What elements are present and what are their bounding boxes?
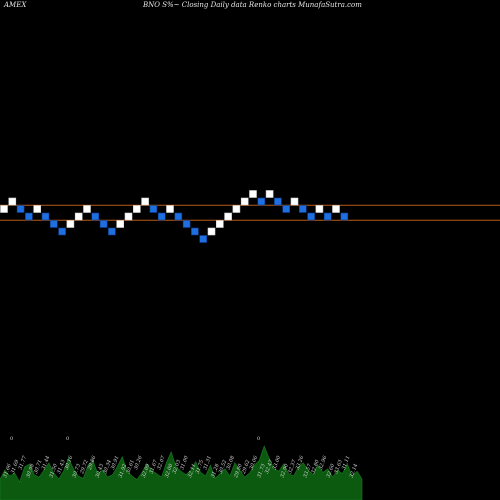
x-tick-label: 31.66 xyxy=(2,462,13,478)
volume-marker-label: 0 xyxy=(257,436,260,442)
x-tick-label: 32.09 xyxy=(141,462,152,478)
x-tick-label: 32.96 xyxy=(318,454,329,470)
x-tick-label: 33.00 xyxy=(272,454,283,470)
x-tick-label: 32.07 xyxy=(156,454,167,470)
renko-brick-down xyxy=(58,227,66,236)
x-tick-label: 31.43 xyxy=(56,459,67,475)
renko-brick-up xyxy=(0,205,8,213)
x-tick-label: 32.37 xyxy=(287,458,298,474)
volume-area xyxy=(0,445,363,500)
renko-brick-up xyxy=(332,205,340,213)
renko-brick-down xyxy=(257,197,266,206)
renko-brick-down xyxy=(199,235,207,243)
x-tick-label: 32.60 xyxy=(326,462,337,478)
renko-brick-up xyxy=(216,220,224,228)
x-tick-label: 31.67 xyxy=(149,458,160,474)
renko-brick-down xyxy=(323,212,332,221)
chart-caption: BNO S%~ Closing Daily data Renko charts … xyxy=(143,1,362,9)
x-tick-label: 33.63 xyxy=(333,459,344,475)
renko-brick-down xyxy=(191,227,199,236)
renko-brick-up xyxy=(207,227,216,236)
renko-brick-down xyxy=(282,205,291,213)
renko-brick-up xyxy=(249,190,257,198)
renko-brick-up xyxy=(166,205,174,213)
x-tick-label: 30.06 xyxy=(249,454,260,470)
renko-brick-up xyxy=(33,205,42,213)
renko-brick-up xyxy=(83,205,91,213)
renko-brick-up xyxy=(66,220,75,228)
renko-brick-down xyxy=(108,227,116,236)
x-tick-label: 31.31 xyxy=(202,455,213,471)
x-tick-label: 29.80 xyxy=(233,462,244,479)
x-tick-label: 30.52 xyxy=(218,459,229,475)
x-tick-label: 31.00 xyxy=(179,454,190,470)
renko-brick-up xyxy=(232,205,241,213)
exchange-label: AMEX xyxy=(4,1,27,9)
x-tick-label: 29.72 xyxy=(79,459,90,475)
renko-brick-down xyxy=(182,220,191,228)
renko-brick-up xyxy=(133,205,141,213)
x-tick-label: 32.03 xyxy=(172,459,183,475)
x-tick-label: 31.77 xyxy=(18,454,29,470)
renko-brick-down xyxy=(49,220,58,228)
x-tick-label: 30.61 xyxy=(125,459,136,475)
x-tick-label: 30.91 xyxy=(110,455,121,471)
renko-brick-up xyxy=(224,212,232,221)
renko-brick-up xyxy=(116,220,124,228)
renko-brick-down xyxy=(41,212,50,221)
x-tick-label: 30.08 xyxy=(226,455,237,471)
renko-brick-down xyxy=(25,212,33,221)
x-tick-label: 30.73 xyxy=(72,463,83,479)
volume-marker-label: 0 xyxy=(66,436,69,442)
x-tick-label: 32.14 xyxy=(349,463,360,479)
renko-brick-down xyxy=(157,212,166,221)
x-tick-label: 31.73 xyxy=(256,463,267,479)
x-tick-label: 32.80 xyxy=(310,458,321,474)
x-tick-label: 32.11 xyxy=(187,463,198,479)
x-tick-label: 33.26 xyxy=(295,454,306,470)
renko-brick-up xyxy=(141,197,149,206)
renko-brick-up xyxy=(265,190,274,198)
renko-brick-up xyxy=(74,212,83,221)
renko-brick-down xyxy=(91,212,100,221)
renko-brick-up xyxy=(290,197,299,206)
x-tick-label: 30.71 xyxy=(33,459,44,475)
renko-brick-down xyxy=(307,212,315,221)
volume-marker-label: 0 xyxy=(10,436,13,442)
renko-brick-up xyxy=(124,212,133,221)
x-tick-label: 33.57 xyxy=(303,462,314,478)
x-tick-label: 31.11 xyxy=(341,455,352,471)
x-tick-label: 32.47 xyxy=(264,458,275,474)
x-tick-label: 32.00 xyxy=(164,462,175,478)
renko-brick-down xyxy=(274,197,282,206)
renko-brick-up xyxy=(8,197,17,206)
renko-brick-down xyxy=(99,220,108,228)
renko-brick-down xyxy=(16,205,25,213)
x-tick-label: 30.43 xyxy=(95,463,106,479)
renko-brick-down xyxy=(340,212,349,221)
x-tick-label: 31.50 xyxy=(48,462,59,478)
x-tick-label: 31.28 xyxy=(210,463,221,479)
x-tick-label: 31.92 xyxy=(118,463,129,479)
x-tick-label: 31.69 xyxy=(10,458,21,474)
x-tick-label: 29.86 xyxy=(87,454,98,471)
x-tick-label: 29.62 xyxy=(241,459,252,475)
x-tick-label: 31.44 xyxy=(41,455,52,471)
renko-brick-up xyxy=(240,197,249,206)
x-tick-label: 30.98 xyxy=(25,463,36,479)
x-tick-label: 30.26 xyxy=(133,454,144,470)
renko-brick-up xyxy=(315,205,324,213)
renko-brick-down xyxy=(149,205,158,213)
renko-brick-down xyxy=(298,205,307,213)
renko-brick-down xyxy=(174,212,183,221)
x-tick-label: 31.75 xyxy=(195,459,206,475)
x-tick-label: 30.34 xyxy=(102,459,113,475)
x-tick-label: 30.16 xyxy=(64,454,75,470)
x-tick-label: 32.90 xyxy=(279,462,290,478)
